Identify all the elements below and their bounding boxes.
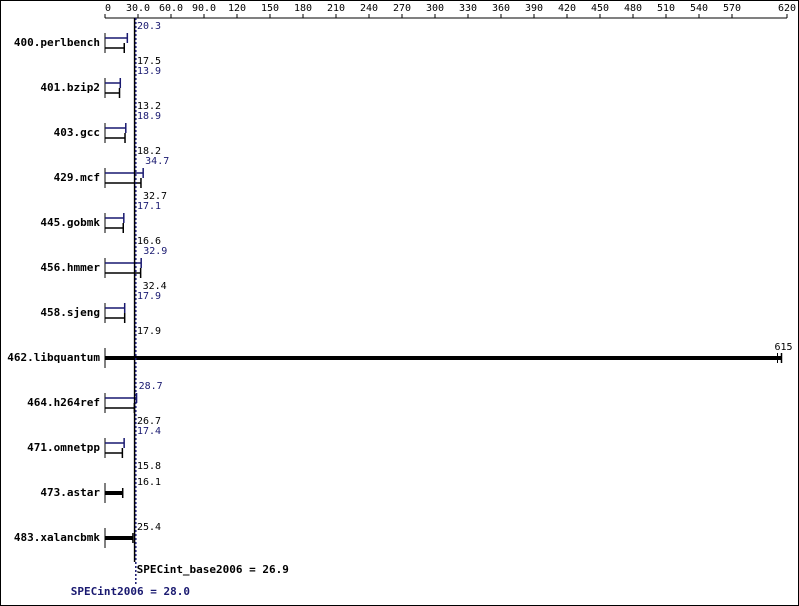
x-tick-label: 210 [327,3,345,14]
x-tick-label: 420 [558,3,576,14]
value-label: 17.9 [137,291,161,302]
x-tick-label: 0 [105,3,111,14]
category-label: 445.gobmk [40,216,100,229]
category-label: 462.libquantum [7,351,100,364]
category-label: 483.xalancbmk [14,531,100,544]
category-label: 429.mcf [54,171,100,184]
value-label: 18.9 [137,111,161,122]
x-tick-label: 450 [591,3,609,14]
x-tick-label: 270 [393,3,411,14]
value-label: 32.9 [143,246,167,257]
x-tick-label: 30.0 [126,3,150,14]
x-tick-label: 480 [624,3,642,14]
value-label: 17.4 [137,426,161,437]
value-label: 32.4 [143,281,167,292]
x-tick-label: 330 [459,3,477,14]
value-label: 16.6 [137,236,161,247]
value-label: 20.3 [137,21,161,32]
value-label: 26.7 [137,416,161,427]
x-tick-label: 240 [360,3,378,14]
x-tick-label: 60.0 [159,3,183,14]
x-tick-label: 120 [228,3,246,14]
summary-label: SPECint_base2006 = 26.9 [137,563,289,576]
category-label: 464.h264ref [27,396,100,409]
x-tick-label: 570 [723,3,741,14]
value-label: 18.2 [137,146,161,157]
value-label: 17.5 [137,56,161,67]
x-tick-label: 90.0 [192,3,216,14]
x-tick-label: 360 [492,3,510,14]
value-label: 15.8 [137,461,161,472]
x-tick-label: 390 [525,3,543,14]
value-label: 615 [774,342,792,353]
value-label: 13.2 [137,101,161,112]
value-label: 28.7 [139,381,163,392]
value-label: 17.1 [137,201,161,212]
category-label: 458.sjeng [40,306,100,319]
category-label: 471.omnetpp [27,441,100,454]
category-label: 400.perlbench [14,36,100,49]
value-label: 17.9 [137,326,161,337]
x-tick-label: 620 [778,3,796,14]
value-label: 34.7 [145,156,169,167]
x-tick-label: 510 [657,3,675,14]
summary-label: SPECint2006 = 28.0 [71,585,190,598]
value-label: 13.9 [137,66,161,77]
category-label: 403.gcc [54,126,100,139]
category-label: 401.bzip2 [40,81,100,94]
value-label: 16.1 [137,477,161,488]
value-label: 25.4 [137,522,161,533]
value-label: 32.7 [143,191,167,202]
category-label: 456.hmmer [40,261,100,274]
x-tick-label: 180 [294,3,312,14]
x-tick-label: 150 [261,3,279,14]
x-tick-label: 540 [690,3,708,14]
x-tick-label: 300 [426,3,444,14]
category-label: 473.astar [40,486,100,499]
